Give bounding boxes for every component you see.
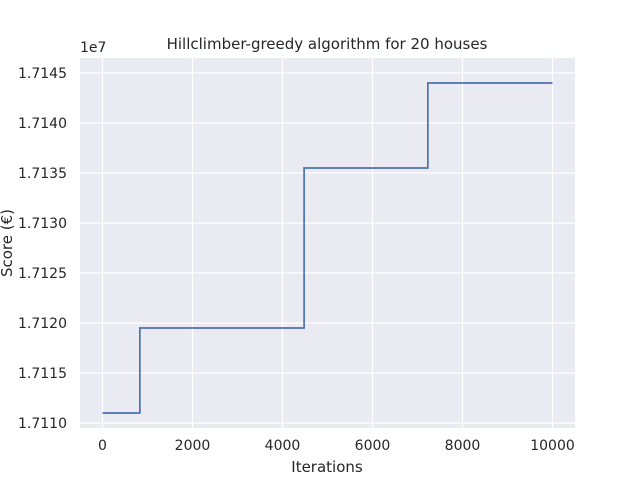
y-offset-label: 1e7: [80, 40, 106, 56]
x-tick-labels: 0 2000 4000 6000 8000 10000: [98, 438, 575, 454]
x-tick-label: 0: [98, 438, 107, 454]
x-tick-label: 2000: [175, 438, 211, 454]
y-tick-label: 1.7120: [18, 316, 67, 332]
y-tick-label: 1.7110: [18, 416, 67, 432]
y-tick-label: 1.7125: [18, 266, 67, 282]
y-tick-label: 1.7145: [18, 66, 67, 82]
y-tick-labels: 1.7110 1.7115 1.7120 1.7125 1.7130 1.7135 1.71…: [18, 66, 67, 432]
x-tick-label: 4000: [265, 438, 301, 454]
grid: [80, 58, 575, 428]
x-tick-label: 10000: [530, 438, 575, 454]
y-tick-label: 1.7130: [18, 216, 67, 232]
y-tick-label: 1.7115: [18, 366, 67, 382]
series-layer: [102, 82, 553, 414]
plot-background: [80, 58, 575, 428]
x-tick-label: 8000: [445, 438, 481, 454]
chart-title: Hillclimber-greedy algorithm for 20 hous…: [167, 35, 488, 53]
y-tick-label: 1.7135: [18, 166, 67, 182]
x-tick-label: 6000: [355, 438, 391, 454]
y-tick-label: 1.7140: [18, 116, 67, 132]
x-axis-label: Iterations: [291, 458, 363, 476]
series-line: [102, 82, 553, 414]
y-axis-label: Score (€): [0, 209, 16, 277]
